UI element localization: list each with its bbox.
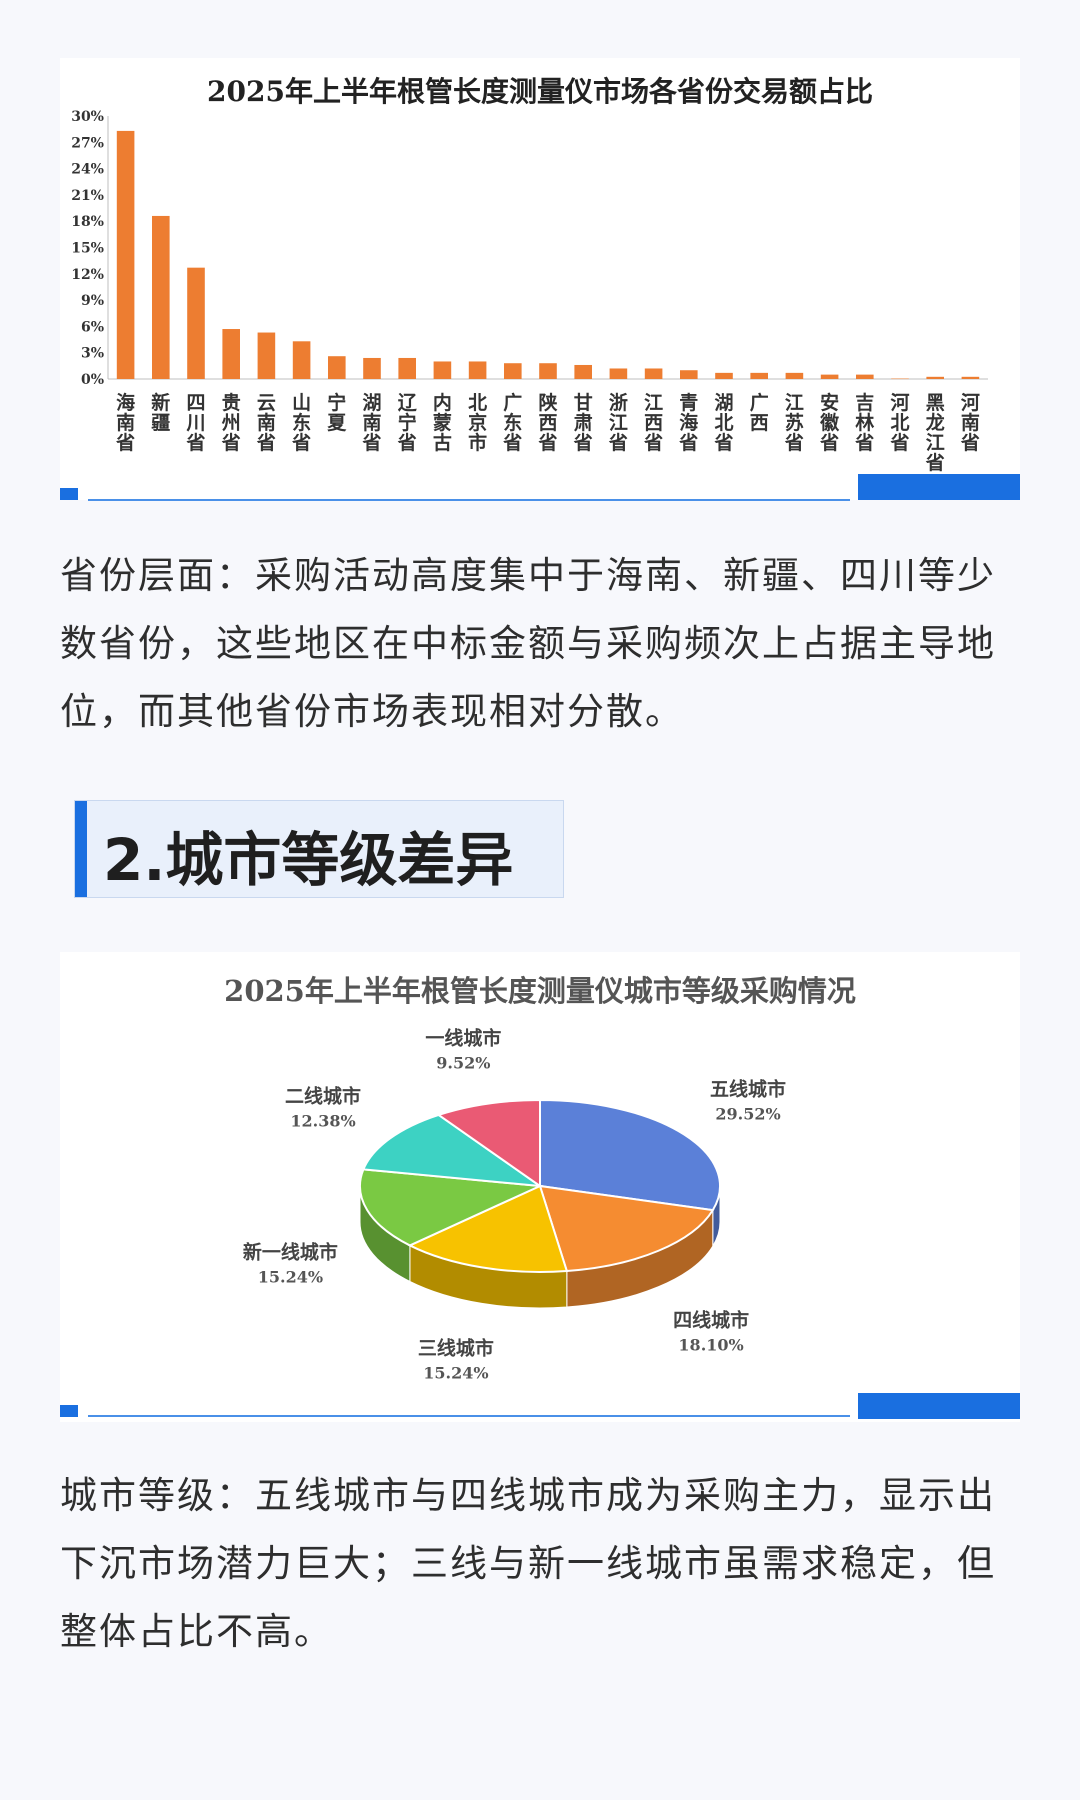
x-tick-label: 新疆 bbox=[151, 391, 170, 434]
pie-slice-label: 二线城市 bbox=[285, 1085, 361, 1108]
y-tick-label: 24% bbox=[71, 162, 104, 178]
pie-slice bbox=[538, 1184, 715, 1273]
x-tick-label: 湖南省 bbox=[361, 392, 381, 454]
divider-line bbox=[88, 1415, 850, 1417]
province-paragraph: 省份层面：采购活动高度集中于海南、新疆、四川等少数省份，这些地区在中标金额与采购… bbox=[60, 554, 996, 733]
x-tick-label: 宁夏 bbox=[327, 391, 347, 434]
x-tick-label: 湖北省 bbox=[713, 392, 733, 454]
bar bbox=[222, 329, 240, 379]
x-tick-label: 北京市 bbox=[468, 392, 487, 454]
divider-square bbox=[60, 1405, 78, 1417]
pie-slice bbox=[359, 1168, 544, 1247]
x-tick-label: 广西 bbox=[750, 391, 769, 434]
pie-slice bbox=[361, 1113, 544, 1188]
bar bbox=[187, 267, 205, 379]
bar bbox=[257, 332, 276, 379]
x-tick-label: 吉林省 bbox=[854, 391, 874, 454]
bar bbox=[820, 374, 839, 379]
x-tick-label: 河北省 bbox=[889, 392, 909, 454]
x-tick-label: 江西省 bbox=[643, 392, 663, 454]
bar bbox=[574, 364, 592, 379]
pie-chart-title: 2025年上半年根管长度测量仪城市等级采购情况 bbox=[224, 974, 856, 1008]
divider-bar bbox=[858, 1393, 1020, 1419]
x-tick-label: 江苏省 bbox=[784, 392, 804, 454]
y-tick-label: 15% bbox=[71, 241, 104, 257]
bar bbox=[644, 368, 663, 379]
y-tick-label: 18% bbox=[71, 214, 104, 230]
bar bbox=[609, 368, 628, 379]
x-tick-label: 甘肃省 bbox=[573, 392, 593, 454]
section-heading: 2.城市等级差异 bbox=[74, 800, 564, 898]
pie-slice-label: 五线城市 bbox=[710, 1078, 786, 1101]
y-tick-label: 12% bbox=[71, 267, 104, 283]
bar bbox=[961, 376, 980, 379]
y-tick-label: 9% bbox=[81, 293, 104, 309]
pie-slice-value: 12.38% bbox=[290, 1112, 355, 1131]
y-tick-label: 3% bbox=[81, 346, 104, 362]
x-tick-label: 内蒙古 bbox=[433, 391, 452, 454]
y-tick-label: 0% bbox=[81, 372, 104, 388]
bar bbox=[152, 215, 170, 379]
pie-slice bbox=[436, 1098, 541, 1188]
pie-slice bbox=[407, 1184, 569, 1273]
bar-chart-title: 2025年上半年根管长度测量仪市场各省份交易额占比 bbox=[207, 75, 873, 108]
bar bbox=[715, 372, 733, 379]
bar bbox=[926, 376, 944, 379]
bar bbox=[680, 370, 698, 379]
x-tick-label: 辽宁省 bbox=[397, 392, 417, 454]
pie-slice-value: 15.24% bbox=[258, 1267, 323, 1286]
y-tick-label: 21% bbox=[71, 188, 104, 204]
bar bbox=[504, 363, 522, 379]
bar bbox=[328, 356, 346, 379]
pie-slice-label: 三线城市 bbox=[418, 1336, 494, 1359]
pie-slice-value: 9.52% bbox=[436, 1053, 490, 1072]
bar bbox=[539, 363, 557, 379]
pie-slice-label: 一线城市 bbox=[425, 1026, 501, 1049]
bar bbox=[292, 341, 311, 379]
pie-chart: 五线城市 29.52% 四线城市 18.10% 三线城市 15.24% 新一线城市 15.24… bbox=[243, 1026, 786, 1382]
bar bbox=[398, 357, 416, 379]
pie-slice-value: 29.52% bbox=[715, 1105, 780, 1124]
bar bbox=[856, 374, 874, 379]
bar bbox=[433, 361, 452, 379]
bar-chart-card: 2025年上半年根管长度测量仪市场各省份交易额占比 0% 3% 6% 9% 12% 15%… bbox=[60, 58, 1020, 500]
x-tick-label: 贵州省 bbox=[221, 392, 241, 454]
bar bbox=[468, 361, 487, 379]
bar bbox=[785, 372, 804, 379]
pie-slice-value: 18.10% bbox=[678, 1335, 743, 1354]
bar bbox=[750, 372, 768, 379]
bar bbox=[891, 378, 909, 380]
bar bbox=[363, 357, 381, 379]
x-tick-label: 浙江省 bbox=[608, 391, 628, 454]
divider-line bbox=[88, 499, 850, 501]
x-tick-label: 四川省 bbox=[185, 392, 205, 454]
city-tier-paragraph: 城市等级：五线城市与四线城市成为采购主力，显示出下沉市场潜力巨大；三线与新一线城… bbox=[60, 1474, 996, 1653]
y-tick-label: 30% bbox=[71, 109, 104, 125]
bar-chart: 0% 3% 6% 9% 12% 15% 18% 21% 24% 27% 30% 海南省新疆四川省贵州省… bbox=[71, 109, 988, 474]
pie-slice-value: 15.24% bbox=[423, 1363, 488, 1382]
x-tick-label: 山东省 bbox=[291, 392, 311, 454]
pie-slice-label: 四线城市 bbox=[673, 1308, 749, 1331]
x-tick-label: 云南省 bbox=[256, 392, 276, 454]
x-tick-label: 青海省 bbox=[678, 392, 698, 454]
x-tick-label: 海南省 bbox=[115, 391, 135, 454]
x-tick-label: 安徽省 bbox=[819, 391, 840, 454]
pie-chart-card: 2025年上半年根管长度测量仪城市等级采购情况 五线城市 29.52% 四线城市 18… bbox=[60, 952, 1020, 1422]
pie-slice bbox=[539, 1098, 721, 1212]
pie-slice-label: 新一线城市 bbox=[243, 1240, 338, 1263]
divider-square bbox=[60, 488, 78, 500]
x-tick-label: 黑龙江省 bbox=[925, 392, 945, 474]
x-tick-label: 陕西省 bbox=[537, 391, 557, 454]
divider-bar bbox=[858, 474, 1020, 500]
section-heading-text: 2.城市等级差异 bbox=[103, 826, 514, 894]
y-tick-label: 27% bbox=[71, 135, 104, 151]
x-tick-label: 河南省 bbox=[960, 392, 980, 454]
x-tick-label: 广东省 bbox=[502, 391, 522, 454]
bar bbox=[116, 130, 135, 379]
section-heading-accent bbox=[75, 801, 87, 897]
y-tick-label: 6% bbox=[81, 319, 104, 335]
